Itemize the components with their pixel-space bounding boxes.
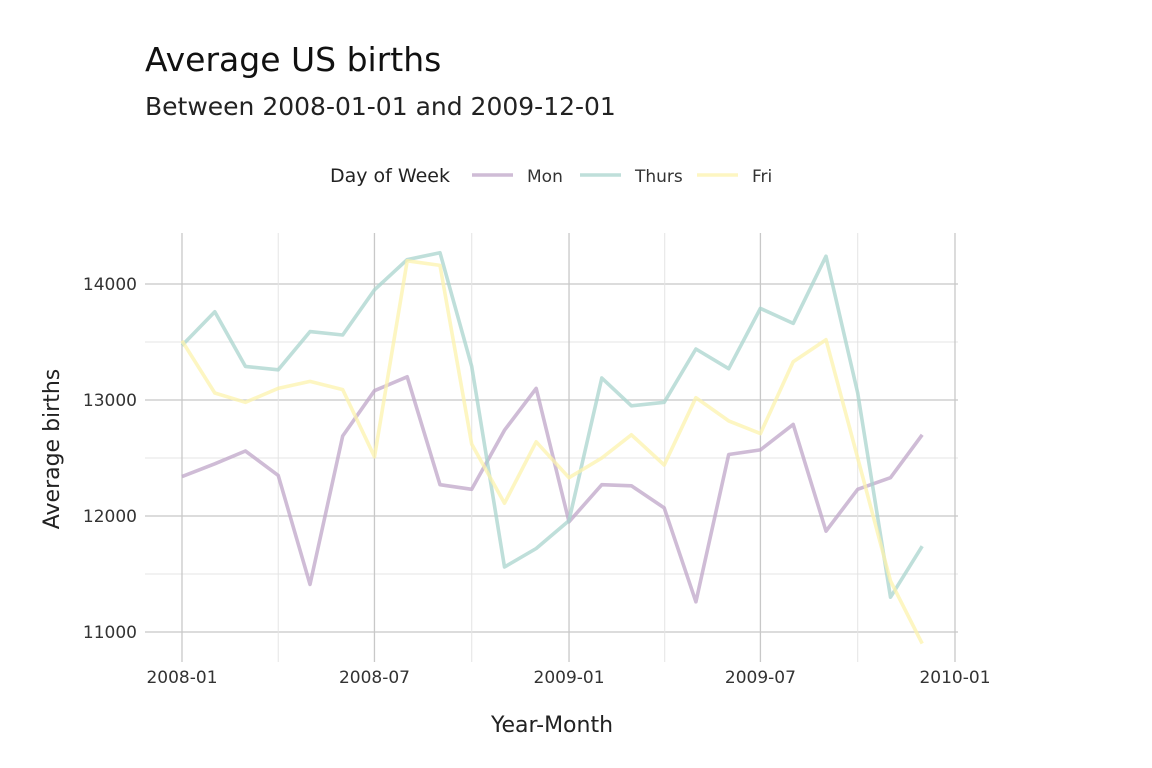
y-tick-label: 14000 [83,275,137,295]
legend: Day of Week Mon Thurs Fri [330,165,772,187]
tick-labels: 11000 12000 13000 14000 2008-01 2008-07 2009-0… [83,275,991,688]
legend-label-fri: Fri [752,167,772,187]
series-layer [180,250,924,645]
x-axis-title: Year-Month [490,713,613,738]
x-tick-label: 2008-01 [146,668,217,688]
series-line-mon [181,374,924,604]
y-tick-label: 12000 [83,507,137,527]
y-tick-label: 13000 [83,391,137,411]
x-tick-label: 2008-07 [339,668,410,688]
legend-label-thurs: Thurs [634,167,683,187]
series-line-fri [180,258,924,645]
x-tick-label: 2009-01 [534,668,605,688]
series-line-thurs [180,250,924,600]
legend-title: Day of Week [330,165,450,187]
x-tick-label: 2010-01 [919,668,990,688]
y-tick-label: 11000 [83,623,137,643]
legend-label-mon: Mon [527,167,563,187]
chart-subtitle: Between 2008-01-01 and 2009-12-01 [145,92,616,121]
chart-title: Average US births [145,40,442,79]
x-tick-label: 2009-07 [725,668,796,688]
y-axis-title: Average births [40,369,65,530]
